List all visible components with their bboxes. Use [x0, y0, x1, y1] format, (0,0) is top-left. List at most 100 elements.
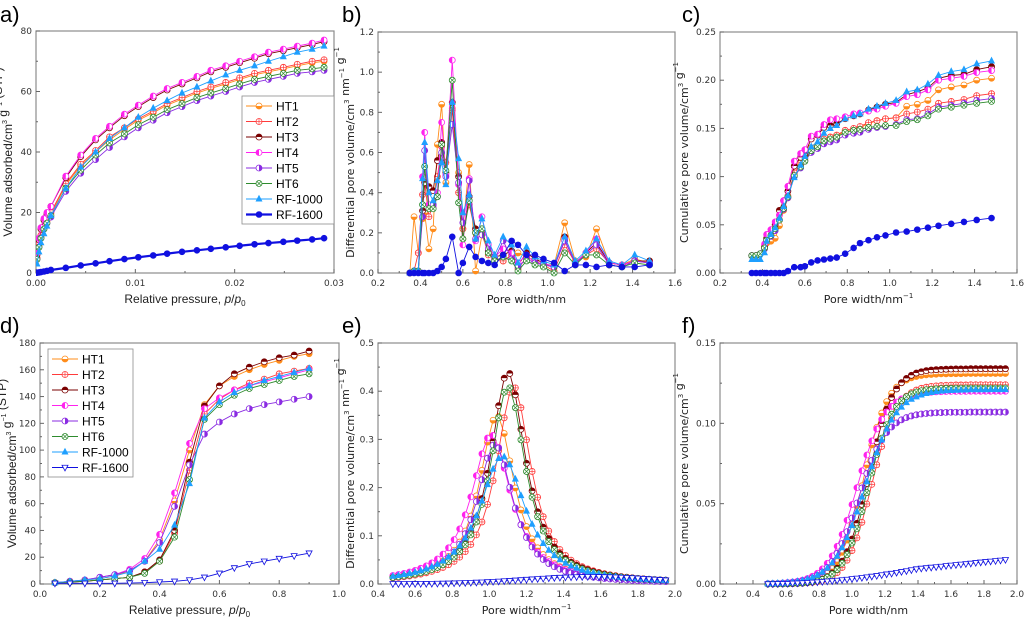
data-point	[534, 493, 542, 501]
data-point	[561, 267, 568, 275]
data-point	[478, 496, 486, 504]
data-point	[36, 259, 41, 267]
legend-box	[47, 348, 134, 478]
data-point	[81, 580, 89, 588]
data-point	[275, 372, 283, 380]
data-point	[848, 539, 856, 547]
panel-label: b)	[342, 2, 362, 27]
legend-item-ht6: HT6	[52, 430, 105, 444]
x-tick-label: 1.6	[944, 590, 959, 600]
data-point	[264, 56, 272, 64]
data-point	[814, 143, 821, 151]
data-point	[550, 259, 558, 267]
x-tick-label: 0.2	[713, 590, 727, 600]
data-point	[406, 569, 414, 576]
data-point	[495, 454, 503, 462]
y-tick-label: 0.00	[696, 580, 716, 590]
data-point	[972, 385, 980, 393]
data-point	[280, 238, 287, 246]
data-point	[892, 114, 900, 122]
data-point	[134, 112, 142, 120]
data-point	[873, 573, 881, 581]
y-tick-label: 60	[21, 88, 33, 98]
series-ht3	[748, 63, 995, 260]
data-point	[838, 530, 846, 538]
legend-item-ht6: HT6	[246, 177, 299, 191]
data-point	[186, 440, 193, 447]
data-point	[833, 254, 840, 261]
data-point	[617, 574, 625, 582]
data-point	[523, 242, 530, 250]
data-point	[582, 261, 590, 269]
data-point	[593, 263, 600, 271]
data-point	[275, 354, 283, 362]
data-point	[903, 374, 910, 382]
x-tick-label: 1.4	[967, 279, 982, 289]
y-tick-label: 0.0	[360, 580, 375, 590]
data-point	[438, 118, 446, 126]
data-point	[222, 243, 230, 251]
data-point	[171, 489, 178, 497]
data-point	[40, 229, 48, 237]
legend-marker	[61, 355, 69, 363]
data-point	[178, 100, 186, 107]
y-tick-label: 180	[19, 339, 36, 349]
data-point	[491, 250, 499, 258]
data-point	[467, 531, 475, 539]
data-point	[584, 574, 592, 582]
data-point	[838, 577, 846, 585]
data-point	[511, 391, 519, 399]
data-point	[506, 384, 514, 392]
data-point	[808, 579, 817, 587]
data-point	[841, 250, 849, 258]
plot-area	[389, 370, 670, 588]
data-point	[433, 193, 441, 201]
data-point	[465, 161, 473, 168]
data-point	[534, 513, 542, 521]
data-point	[935, 222, 942, 230]
data-point	[456, 548, 464, 556]
data-point	[913, 91, 921, 99]
data-point	[1002, 408, 1009, 416]
chart-panel-b: b)0.2 0.4 0.6 0.8 1.0 1.2 1.4 1.60.00.20.40.60.…	[333, 2, 682, 306]
data-point	[856, 239, 864, 247]
data-point	[935, 71, 942, 78]
data-point	[973, 59, 981, 67]
legend-item-ht3: HT3	[246, 131, 299, 145]
data-point	[662, 577, 670, 585]
legend-item-ht1: HT1	[246, 100, 299, 114]
data-point	[400, 570, 408, 578]
data-point	[790, 173, 798, 181]
data-point	[924, 224, 932, 231]
data-point	[924, 97, 932, 104]
data-point	[320, 41, 328, 49]
data-point	[820, 128, 828, 136]
data-point	[908, 412, 915, 420]
data-point	[508, 237, 515, 245]
data-point	[561, 219, 569, 227]
data-point	[193, 72, 201, 80]
data-point	[517, 521, 525, 529]
data-point	[868, 437, 876, 445]
data-point	[425, 188, 433, 196]
data-point	[251, 61, 259, 69]
data-point	[913, 100, 921, 108]
data-point	[987, 385, 995, 393]
data-point	[305, 550, 313, 558]
data-point	[927, 388, 935, 396]
series-line	[767, 390, 1006, 585]
data-point	[433, 580, 442, 588]
data-point	[439, 556, 447, 564]
data-point	[775, 213, 783, 221]
data-point	[801, 146, 809, 154]
data-point	[111, 580, 119, 588]
data-point	[820, 256, 828, 263]
series-rf-1000	[51, 364, 313, 586]
y-tick-label: 160	[19, 366, 36, 376]
y-tick-label: 0.0	[360, 269, 375, 279]
data-point	[892, 122, 900, 129]
chart-panel-c: c) 0.2 0.4 0.6 0.8 1.0 1.2 1.4 1.6 0.00 0.05 0.10 0.…	[672, 2, 1024, 306]
series-ht1	[406, 100, 653, 277]
data-point	[960, 101, 968, 109]
data-point	[47, 266, 55, 274]
